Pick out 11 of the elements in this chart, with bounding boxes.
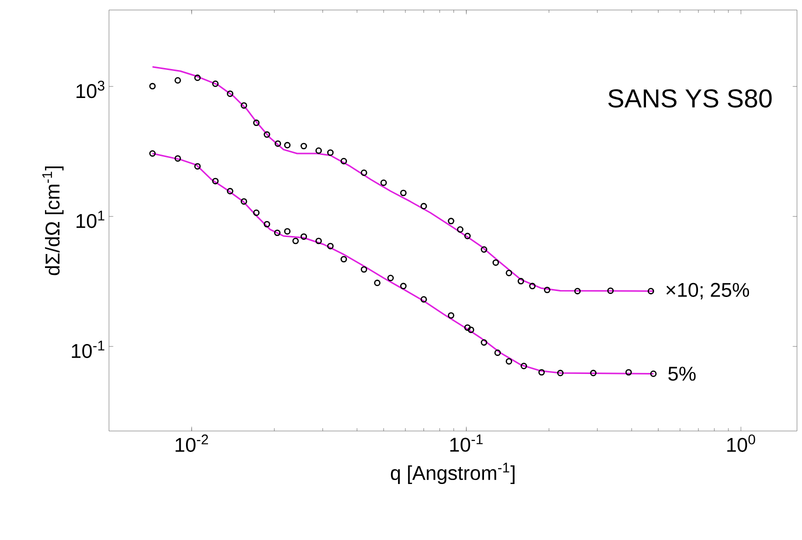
text: SANS YS S80 (608, 89, 772, 108)
x-tick-label: 10$^{-2}$ (176, 434, 208, 452)
series-label: 5% (668, 366, 696, 381)
x-axis-title: q [Angstrom$^{-1}$] (390, 462, 514, 484)
y-tick-label: 10$^{-1}$ (72, 340, 104, 358)
x-tick-label: 10$^{0}$ (727, 434, 756, 452)
y-tick-label: 10$^{3}$ (76, 80, 104, 98)
x-tick-label: 10$^{-1}$ (450, 434, 483, 452)
series-label: ×10; 25% (666, 282, 750, 300)
y-axis-title: dΣ/dΩ [cm$^{-1}$] (42, 166, 64, 276)
y-tick-label: 10$^{1}$ (76, 210, 104, 228)
